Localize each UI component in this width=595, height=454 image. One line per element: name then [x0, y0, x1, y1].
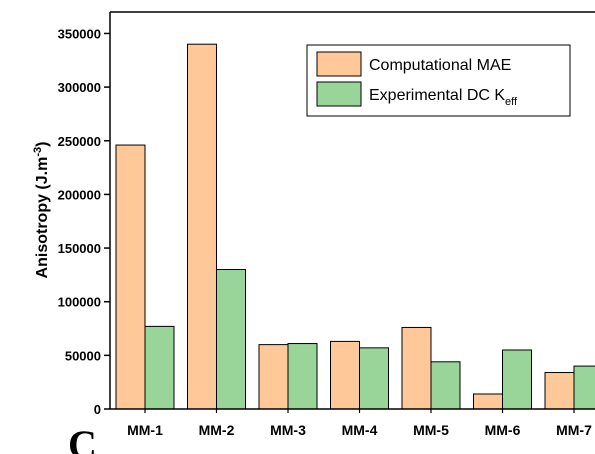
y-tick-label: 200000: [58, 187, 101, 202]
bar-mm-4-experimental: [359, 347, 389, 410]
y-axis-ticks: 0 50000 100000 150000 200000 250000 300000 3500…: [58, 26, 110, 417]
y-tick-label: 300000: [58, 80, 101, 95]
bar-mm-1-experimental: [144, 325, 175, 410]
y-tick-label: 250000: [58, 134, 101, 149]
bar-mm-3-experimental: [287, 343, 318, 410]
bar-mm-2-computational: [187, 43, 217, 410]
x-category-label-mm-3: MM-3: [270, 422, 306, 438]
panel-label: C: [68, 422, 97, 454]
legend-swatch-computational-mae: [316, 51, 362, 77]
x-axis-category-labels: MM-1 MM-2 MM-3 MM-4 MM-5 MM-6 MM-7: [127, 409, 592, 438]
x-category-label-mm-5: MM-5: [413, 422, 449, 438]
bar-mm-2-experimental: [216, 269, 246, 410]
y-tick-label: 50000: [65, 348, 101, 363]
bar-mm-4-computational: [330, 340, 360, 410]
legend-label-experimental-subscript: eff: [505, 96, 518, 108]
y-axis-title: Anisotropy (J.m-3): [32, 142, 51, 279]
x-category-label-mm-1: MM-1: [127, 422, 163, 438]
bar-mm-5-computational: [401, 326, 432, 410]
legend-label-experimental-dc-keff: Experimental DC Keff: [369, 87, 518, 108]
bar-mm-5-experimental: [430, 361, 461, 410]
legend: Computational MAE Experimental DC Keff: [306, 44, 571, 117]
x-category-label-mm-4: MM-4: [342, 422, 378, 438]
legend-swatch-experimental-dc-keff: [316, 81, 362, 107]
bar-mm-7-experimental: [573, 365, 595, 410]
y-axis-title-text: Anisotropy (J.m: [34, 157, 51, 279]
x-category-label-mm-7: MM-7: [556, 422, 592, 438]
bar-mm-7-computational: [544, 372, 575, 410]
y-tick-label: 100000: [58, 295, 101, 310]
x-category-label-mm-2: MM-2: [199, 422, 235, 438]
bar-mm-6-computational: [473, 393, 503, 410]
y-tick-label: 0: [94, 402, 101, 417]
y-tick-label: 150000: [58, 241, 101, 256]
y-tick-label: 350000: [58, 26, 101, 41]
legend-label-experimental-text: Experimental DC K: [369, 87, 505, 104]
bar-mm-6-experimental: [502, 349, 532, 410]
bar-mm-1-computational: [115, 144, 146, 410]
bars-group: [115, 43, 595, 410]
y-axis-title-suffix: ): [34, 142, 51, 147]
x-category-label-mm-6: MM-6: [485, 422, 521, 438]
y-axis-title-superscript: -3: [32, 147, 44, 157]
bar-mm-3-computational: [258, 344, 289, 410]
legend-label-computational-mae: Computational MAE: [369, 57, 511, 74]
